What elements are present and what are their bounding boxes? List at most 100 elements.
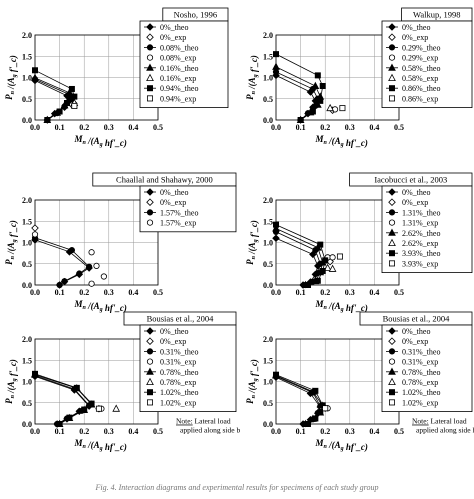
series-2-62-exp [323, 263, 337, 272]
legend-box [139, 185, 237, 233]
legend-marker [146, 209, 154, 216]
x-tick-label: 0.1 [296, 288, 306, 297]
x-axis-label-text: hf'_c) [344, 138, 368, 148]
y-axis-label-var: A [247, 77, 257, 84]
legend-label: 0%_theo [160, 188, 188, 197]
x-axis-label: Mn /(Ag hf'_c) [74, 299, 127, 313]
x-axis-label: Mn /(Ag hf'_c) [74, 134, 127, 148]
legend-marker [146, 327, 154, 335]
x-axis-label-var: A [334, 301, 341, 311]
y-tick-label: 0.5 [263, 399, 273, 408]
legend-marker [388, 389, 395, 396]
data-point [272, 371, 279, 378]
data-point [31, 231, 39, 238]
legend-label: 0%_exp [160, 33, 186, 42]
legend-marker [388, 44, 396, 51]
legend-marker [388, 399, 395, 406]
series-1-57-theo [31, 234, 93, 289]
x-axis-label-text: hf'_c) [344, 442, 368, 452]
x-axis-label-sub: n [83, 140, 87, 146]
y-tick-label: 1.0 [22, 239, 32, 248]
legend-label: 0.16%_exp [160, 74, 196, 83]
x-axis-label-sub: g [99, 446, 103, 452]
y-tick-label: 1.5 [22, 356, 32, 365]
data-point [319, 83, 326, 90]
data-point [66, 414, 73, 421]
legend-marker [146, 23, 154, 31]
x-axis-label-sub: n [83, 444, 87, 450]
legend-marker [388, 358, 396, 365]
data-point [304, 420, 311, 427]
legend-label: 0%_theo [160, 327, 188, 336]
legend-box [381, 20, 473, 108]
series-0-theo [272, 71, 320, 124]
y-tick-label: 0.0 [22, 281, 32, 290]
data-point [323, 263, 332, 272]
y-axis-label: Pn /(Ag f'_c) [245, 359, 259, 404]
data-point [88, 249, 95, 256]
legend-label: 0%_exp [160, 337, 186, 346]
data-point [336, 253, 343, 260]
legend-label: 0.16%_theo [160, 64, 198, 73]
x-axis-label: Mn /(Ag hf'_c) [315, 299, 368, 313]
series-1-02-exp [95, 405, 102, 412]
y-axis-label-text: f'_c) [8, 55, 18, 74]
y-tick-label: 0.5 [22, 399, 32, 408]
x-tick-label: 0.0 [30, 123, 40, 132]
y-axis-label-text: f'_c) [8, 359, 18, 378]
data-point [31, 73, 39, 81]
data-point [326, 103, 334, 112]
y-tick-label: 1.5 [263, 217, 273, 226]
y-axis-label-var: P [4, 259, 14, 265]
y-axis-label-var: P [245, 94, 255, 100]
x-axis-label-var: A [93, 301, 100, 311]
series-0-78-theo [31, 370, 96, 428]
x-tick-label: 0.5 [153, 427, 163, 436]
y-tick-label: 0.0 [22, 116, 32, 125]
data-point [272, 224, 280, 232]
x-axis-label-text: hf'_c) [344, 303, 368, 313]
x-axis-label-text: /( [86, 136, 95, 146]
data-point [272, 51, 279, 58]
x-axis-label-sub: g [99, 142, 103, 148]
data-point [272, 62, 280, 70]
data-point [331, 106, 339, 113]
data-point [61, 278, 68, 285]
x-axis-label-sub: n [324, 444, 328, 450]
y-tick-label: 2.0 [22, 196, 32, 205]
chart-note: Note: Lateral load applied along side h [412, 417, 474, 435]
y-tick-label: 2.0 [263, 335, 273, 344]
legend-box [139, 20, 229, 108]
chart-title: Bousias et al., 2004 [383, 314, 451, 324]
legend-marker [146, 358, 154, 365]
x-axis-label: Mn /(Ag hf'_c) [74, 438, 127, 452]
x-axis-label-var: A [334, 136, 341, 146]
legend-marker [388, 54, 396, 61]
legend-marker [146, 73, 154, 81]
legend-label: 1.31%_exp [402, 219, 438, 228]
y-tick-label: 1.5 [22, 217, 32, 226]
legend-marker [146, 44, 154, 51]
y-tick-label: 1.0 [22, 378, 32, 387]
y-tick-label: 1.0 [22, 74, 32, 83]
y-axis-label: Pn /(Ag f'_c) [4, 220, 18, 265]
data-point [44, 117, 51, 124]
legend-marker [388, 377, 396, 386]
y-axis-label-text: f'_c) [8, 220, 18, 239]
x-tick-label: 0.1 [55, 427, 65, 436]
x-tick-label: 0.2 [320, 427, 330, 436]
x-tick-label: 0.3 [104, 427, 114, 436]
y-axis-label-var: P [4, 398, 14, 404]
data-point [311, 81, 320, 89]
data-point [322, 405, 329, 412]
y-axis-label-sub: n [251, 90, 257, 94]
y-axis-label-sub: n [10, 90, 16, 94]
x-tick-label: 0.1 [55, 288, 65, 297]
data-point [76, 270, 83, 277]
legend-label: 3.93%_exp [402, 259, 438, 268]
data-point [272, 234, 280, 243]
y-tick-label: 2.0 [22, 335, 32, 344]
legend-box [381, 324, 473, 412]
x-tick-label: 0.5 [394, 427, 404, 436]
